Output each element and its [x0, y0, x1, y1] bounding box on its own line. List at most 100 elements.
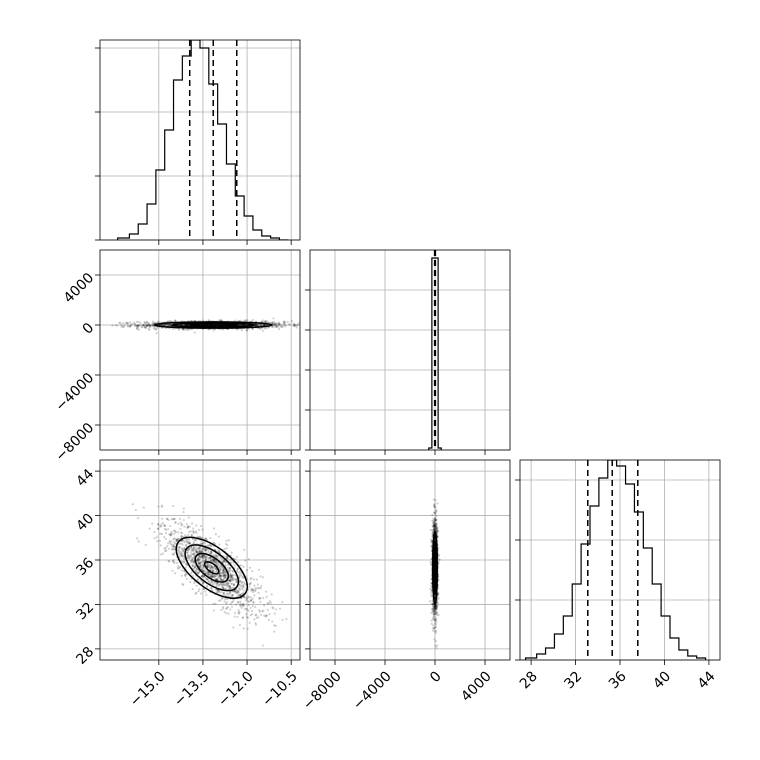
p0-p2-scatter-sample-point [148, 527, 151, 530]
p1-p2-scatter-sample-point [431, 602, 434, 605]
p0-p2-scatter-sample-point [196, 550, 199, 554]
p0-p2-scatter-sample-point [201, 581, 204, 584]
p0-p2-scatter-sample-point [206, 544, 210, 547]
p0-p2-scatter-sample-point [215, 555, 218, 558]
p0-p2-scatter-sample-point [200, 543, 203, 546]
p0-p2-scatter-sample-point [157, 523, 160, 526]
p0-p1-scatter-sample-point [139, 323, 142, 327]
p0-p2-scatter-sample-point [245, 597, 248, 600]
p1-p2-scatter-sample-point [435, 527, 438, 530]
p0-p1-scatter-sample-point [273, 323, 277, 326]
p0-p2-scatter-sample-point [190, 549, 194, 552]
p0-p2-scatter-sample-point [206, 585, 209, 588]
p0-p2-scatter-sample-point [171, 569, 174, 572]
p0-p2-scatter-sample-point [197, 559, 200, 562]
p0-p2-scatter-sample-point [250, 587, 253, 591]
p0-p2-scatter-sample-point [228, 579, 231, 582]
p0-p2-scatter-sample-point [131, 503, 134, 506]
p0-p2-scatter-x-tick-label: −12.0 [215, 668, 257, 710]
p0-p2-scatter-sample-point [180, 531, 183, 534]
p0-p2-scatter-sample-point [172, 559, 175, 562]
p0-p1-scatter-sample-point [167, 323, 171, 326]
p0-p1-scatter-sample-point [274, 326, 277, 329]
p0-p2-scatter-sample-point [269, 601, 272, 605]
p0-p2-scatter-sample-point [195, 549, 198, 552]
p0-p2-scatter-sample-point [239, 594, 242, 597]
p0-p2-scatter-sample-point [174, 521, 177, 525]
p0-p1-scatter-sample-point [207, 318, 210, 322]
p0-p2-scatter-sample-point [172, 545, 175, 548]
p0-p1-scatter-sample-point [145, 323, 148, 326]
p1-p2-scatter-sample-point [432, 519, 435, 522]
p0-p2-scatter-sample-point [218, 574, 222, 577]
p0-p1-scatter-sample-point [283, 325, 286, 328]
p0-p1-scatter-sample-point [136, 327, 139, 330]
p0-p2-scatter-sample-point [193, 582, 196, 585]
p0-p2-scatter-sample-point [218, 584, 221, 587]
p0-p2-scatter-sample-point [199, 562, 202, 565]
p0-p2-scatter-sample-point [199, 563, 202, 567]
p0-p2-scatter-sample-point [223, 560, 226, 563]
p0-p2-scatter-sample-point [209, 556, 213, 559]
p0-p2-scatter-sample-point [160, 532, 164, 536]
p1-p2-scatter-sample-point [432, 523, 435, 526]
p0-p2-scatter-sample-point [207, 549, 210, 552]
p0-p1-scatter-sample-point [276, 324, 279, 327]
p0-p1-scatter-sample-point [273, 324, 277, 327]
p0-p2-scatter-sample-point [224, 563, 227, 567]
p0-p2-scatter-sample-point [197, 555, 200, 558]
p0-p1-scatter-sample-point [136, 324, 140, 327]
p0-p2-scatter-sample-point [221, 566, 225, 570]
p0-p2-scatter-sample-point [241, 616, 244, 620]
p0-p2-scatter-sample-point [185, 523, 189, 526]
p0-p2-scatter-sample-point [163, 524, 166, 527]
p0-p2-scatter-sample-point [213, 570, 216, 574]
p0-p2-scatter-sample-point [183, 547, 186, 550]
p0-p2-scatter-sample-point [207, 579, 211, 583]
p0-p2-scatter-sample-point [205, 584, 208, 588]
p0-p2-scatter-sample-point [166, 544, 169, 548]
p0-p2-scatter-sample-point [180, 523, 184, 526]
p0-p2-scatter-sample-point [198, 545, 201, 548]
p0-p2-scatter-sample-point [268, 600, 271, 603]
p0-p2-scatter-sample-point [181, 554, 184, 558]
p0-p2-scatter-sample-point [237, 590, 240, 593]
p0-p1-scatter-sample-point [243, 319, 246, 322]
p0-p1-scatter-sample-point [144, 321, 147, 325]
p0-p2-scatter-sample-point [264, 590, 268, 593]
p0-p1-scatter-sample-point [143, 325, 146, 328]
p1-p2-scatter-sample-point [435, 518, 438, 522]
p0-p2-scatter-sample-point [190, 551, 193, 554]
p1-p2-scatter-sample-point [433, 520, 436, 524]
p0-p1-scatter-sample-point [244, 319, 247, 322]
p1-p2-scatter-sample-point [430, 611, 433, 614]
p1-p2-scatter-sample-point [433, 619, 437, 622]
p0-p2-scatter-sample-point [198, 588, 201, 591]
p0-p2-scatter-sample-point [209, 552, 212, 555]
p0-p2-scatter-sample-point [202, 581, 205, 585]
p0-p2-scatter-sample-point [196, 558, 200, 562]
p0-p2-scatter-sample-point [204, 571, 207, 575]
p1-p2-scatter-sample-point [433, 627, 436, 630]
p0-p2-scatter-sample-point [165, 517, 169, 521]
p0-p1-scatter-sample-point [255, 324, 258, 327]
p0-p2-scatter-sample-point [238, 604, 242, 607]
p1-p2-scatter-sample-point [434, 631, 437, 634]
p1-p2-scatter-sample-point [437, 597, 440, 600]
p0-p1-scatter-sample-point [137, 320, 140, 323]
p0-p2-scatter-sample-point [230, 551, 233, 554]
p0-p1-scatter-sample-point [147, 324, 150, 327]
p0-p1-scatter-sample-point [254, 323, 257, 326]
p0-p2-scatter-sample-point [177, 549, 180, 552]
p0-p1-scatter-sample-point [149, 325, 152, 328]
p0-p2-scatter-sample-point [237, 590, 241, 594]
p0-p2-scatter-sample-point [247, 609, 250, 612]
p0-p2-scatter-sample-point [183, 525, 186, 528]
p0-p2-scatter-sample-point [179, 553, 183, 556]
p0-p2-scatter-sample-point [219, 579, 222, 582]
p0-p1-scatter-sample-point [279, 323, 282, 327]
p0-p2-scatter-sample-point [217, 564, 220, 567]
p0-p2-scatter-sample-point [209, 552, 212, 555]
p0-p1-scatter-sample-point [136, 325, 139, 329]
p0-p2-scatter-sample-point [242, 586, 246, 589]
